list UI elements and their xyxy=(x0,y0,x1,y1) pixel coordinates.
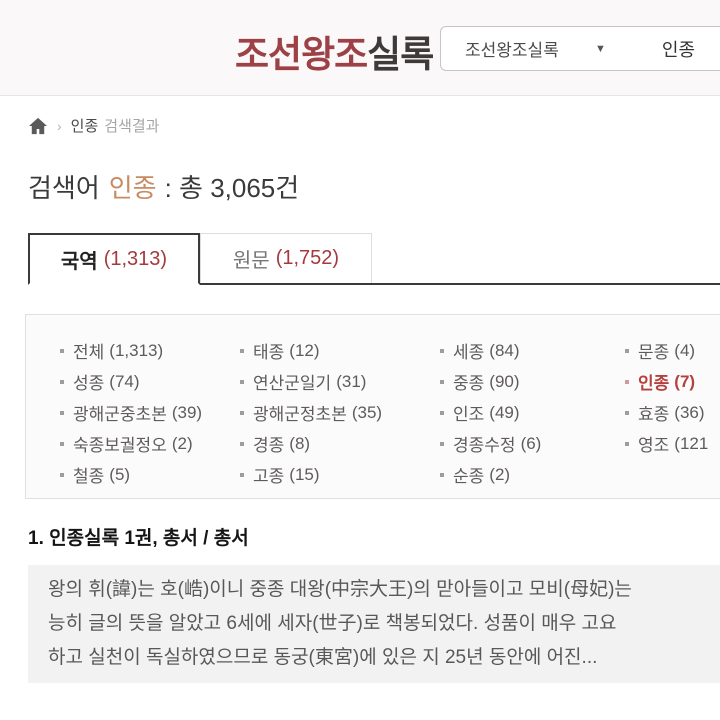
filter-column: 세종 (84) 중종 (90) 인조 (49) 경종수정 (6) 순종 (2) xyxy=(440,335,625,490)
bullet-icon xyxy=(60,379,64,384)
filter-item-sukjong-bogwol[interactable]: 숙종보궐정오 (2) xyxy=(60,428,240,459)
filter-item-munjong[interactable]: 문종 (4) xyxy=(625,335,720,366)
bullet-icon xyxy=(60,441,64,446)
filter-box: 전체 (1,313) 성종 (74) 광해군중초본 (39) 숙종보궐정오 (2) 철종… xyxy=(25,314,720,499)
filter-item-jeonche[interactable]: 전체 (1,313) xyxy=(60,335,240,366)
breadcrumb-keyword: 인종 xyxy=(70,118,99,135)
bullet-icon xyxy=(625,441,629,446)
summary-prefix: 검색어 xyxy=(28,173,100,203)
tab-label: 원문 xyxy=(232,250,270,272)
tab-bar: 국역 (1,313) 원문 (1,752) xyxy=(28,233,720,285)
filter-item-gyeongjong-sujeong[interactable]: 경종수정 (6) xyxy=(440,428,625,459)
filter-item-gwanghaegun-jeongchobon[interactable]: 광해군정초본 (35) xyxy=(240,397,440,428)
bullet-icon xyxy=(240,379,244,384)
filter-item-gojong[interactable]: 고종 (15) xyxy=(240,459,440,490)
bullet-icon xyxy=(240,410,244,415)
search-bar[interactable]: 조선왕조실록 ▼ xyxy=(440,26,720,71)
bullet-icon xyxy=(440,379,444,384)
home-icon[interactable] xyxy=(28,117,48,135)
tab-label: 국역 xyxy=(60,250,98,273)
filter-item-gyeongjong[interactable]: 경종 (8) xyxy=(240,428,440,459)
bullet-icon xyxy=(60,348,64,353)
logo-text-dark: 실록 xyxy=(367,35,434,76)
snippet-line: 능히 글의 뜻을 알았고 6세에 세자(世子)로 책봉되었다. 성품이 매우 고… xyxy=(48,613,617,634)
filter-column: 문종 (4) 인종 (7) 효종 (36) 영조 (121 xyxy=(625,335,720,490)
bullet-icon xyxy=(440,410,444,415)
tab-gugyeok[interactable]: 국역 (1,313) xyxy=(28,233,200,285)
caret-down-icon: ▼ xyxy=(595,42,606,55)
bullet-icon xyxy=(625,379,629,384)
bullet-icon xyxy=(60,410,64,415)
snippet-line: 하고 실천이 독실하였으므로 동궁(東宮)에 있은 지 25년 동안에 어진..… xyxy=(48,647,598,668)
bullet-icon xyxy=(440,441,444,446)
bullet-icon xyxy=(625,348,629,353)
bullet-icon xyxy=(240,441,244,446)
tab-wonmun[interactable]: 원문 (1,752) xyxy=(200,233,372,283)
search-result-1: 1. 인종실록 1권, 총서 / 총서 왕의 휘(諱)는 호(峼)이니 중종 대… xyxy=(28,523,720,683)
snippet-line: 왕의 휘(諱)는 호(峼)이니 중종 대왕(中宗大王)의 맏아들이고 모비(母妃… xyxy=(48,579,632,600)
summary-total: : 총 3,065건 xyxy=(164,173,300,203)
bullet-icon xyxy=(625,410,629,415)
breadcrumb-label: 검색결과 xyxy=(104,118,160,135)
bullet-icon xyxy=(440,472,444,477)
filter-item-yeongjo[interactable]: 영조 (121 xyxy=(625,428,720,459)
bullet-icon xyxy=(60,472,64,477)
bullet-icon xyxy=(440,348,444,353)
filter-item-yeonsangun-ilgi[interactable]: 연산군일기 (31) xyxy=(240,366,440,397)
search-input[interactable] xyxy=(661,38,720,59)
breadcrumb: › 인종 검색결과 xyxy=(28,115,720,136)
result-title-link[interactable]: 1. 인종실록 1권, 총서 / 총서 xyxy=(28,528,249,549)
filter-item-injo[interactable]: 인조 (49) xyxy=(440,397,625,428)
filter-item-seongjong[interactable]: 성종 (74) xyxy=(60,366,240,397)
tab-count: (1,313) xyxy=(103,247,168,270)
filter-item-sunjong[interactable]: 순종 (2) xyxy=(440,459,625,490)
site-header: 조선왕조실록 조선왕조실록 ▼ xyxy=(0,0,720,96)
filter-column: 태종 (12) 연산군일기 (31) 광해군정초본 (35) 경종 (8) 고종 (15) xyxy=(240,335,440,490)
breadcrumb-separator: › xyxy=(57,117,62,134)
tab-count: (1,752) xyxy=(275,247,340,269)
search-category-select[interactable]: 조선왕조실록 xyxy=(465,41,559,60)
filter-item-injong-active[interactable]: 인종 (7) xyxy=(625,366,720,397)
logo-text-red: 조선왕조 xyxy=(235,35,368,76)
summary-keyword: 인종 xyxy=(108,173,157,203)
filter-item-cheoljong[interactable]: 철종 (5) xyxy=(60,459,240,490)
search-summary: 검색어 인종: 총 3,065건 xyxy=(28,168,720,205)
site-logo[interactable]: 조선왕조실록 xyxy=(235,24,434,78)
filter-item-taejong[interactable]: 태종 (12) xyxy=(240,335,440,366)
filter-item-jungjong[interactable]: 중종 (90) xyxy=(440,366,625,397)
main-content: › 인종 검색결과 검색어 인종: 총 3,065건 국역 (1,313) 원문 … xyxy=(0,115,720,720)
filter-item-sejong[interactable]: 세종 (84) xyxy=(440,335,625,366)
result-snippet: 왕의 휘(諱)는 호(峼)이니 중종 대왕(中宗大王)의 맏아들이고 모비(母妃… xyxy=(28,565,720,683)
filter-column: 전체 (1,313) 성종 (74) 광해군중초본 (39) 숙종보궐정오 (2) 철종… xyxy=(60,335,240,490)
filter-item-gwanghaegun-jungchobon[interactable]: 광해군중초본 (39) xyxy=(60,397,240,428)
filter-item-hyojong[interactable]: 효종 (36) xyxy=(625,397,720,428)
bullet-icon xyxy=(240,348,244,353)
bullet-icon xyxy=(240,472,244,477)
